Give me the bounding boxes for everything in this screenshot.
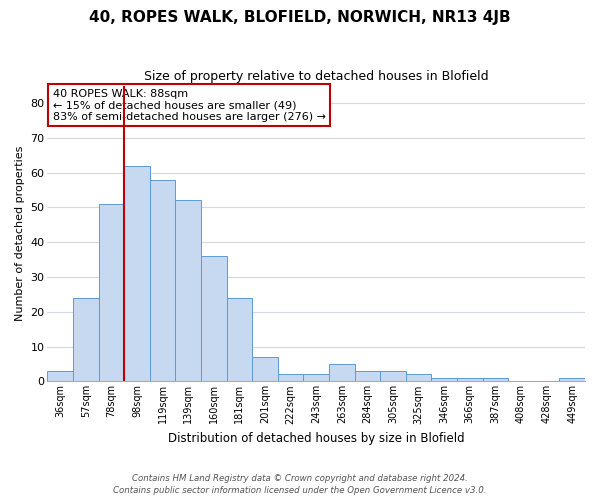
Text: Contains HM Land Registry data © Crown copyright and database right 2024.
Contai: Contains HM Land Registry data © Crown c… <box>113 474 487 495</box>
Bar <box>175 200 201 382</box>
Text: 40 ROPES WALK: 88sqm
← 15% of detached houses are smaller (49)
83% of semi-detac: 40 ROPES WALK: 88sqm ← 15% of detached h… <box>53 88 326 122</box>
X-axis label: Distribution of detached houses by size in Blofield: Distribution of detached houses by size … <box>168 432 464 445</box>
Bar <box>252 357 278 382</box>
Bar <box>329 364 355 382</box>
Bar <box>431 378 457 382</box>
Bar <box>278 374 304 382</box>
Bar <box>482 378 508 382</box>
Bar <box>559 378 585 382</box>
Bar <box>406 374 431 382</box>
Bar <box>98 204 124 382</box>
Bar <box>355 371 380 382</box>
Text: 40, ROPES WALK, BLOFIELD, NORWICH, NR13 4JB: 40, ROPES WALK, BLOFIELD, NORWICH, NR13 … <box>89 10 511 25</box>
Bar <box>380 371 406 382</box>
Bar <box>457 378 482 382</box>
Y-axis label: Number of detached properties: Number of detached properties <box>15 146 25 321</box>
Bar <box>227 298 252 382</box>
Title: Size of property relative to detached houses in Blofield: Size of property relative to detached ho… <box>144 70 488 83</box>
Bar <box>47 371 73 382</box>
Bar <box>201 256 227 382</box>
Bar <box>124 166 150 382</box>
Bar <box>304 374 329 382</box>
Bar <box>150 180 175 382</box>
Bar <box>73 298 98 382</box>
